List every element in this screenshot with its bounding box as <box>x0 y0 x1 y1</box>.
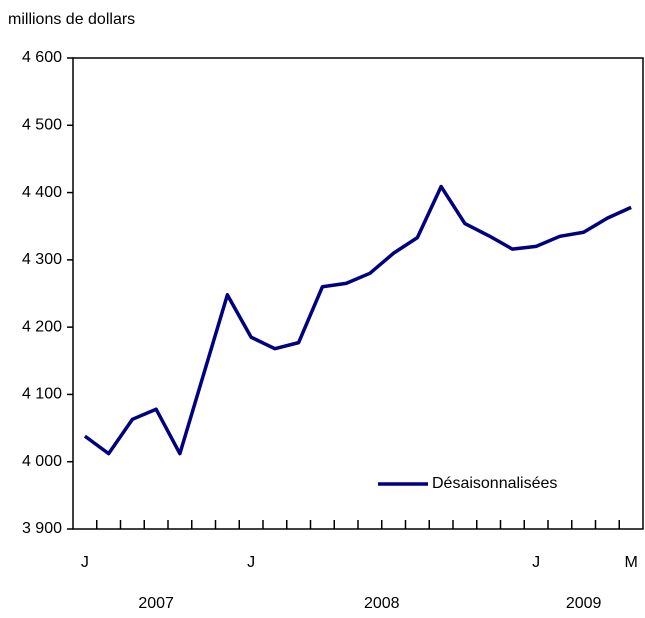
x-tick-label: J <box>247 554 255 571</box>
y-tick-label: 4 500 <box>22 117 62 134</box>
x-tick-label: M <box>624 554 637 571</box>
y-axis-label: millions de dollars <box>8 11 135 28</box>
y-tick-label: 4 400 <box>22 184 62 201</box>
plot-frame <box>72 57 644 530</box>
y-tick-label: 4 200 <box>22 318 62 335</box>
x-tick-label: J <box>81 554 89 571</box>
year-label: 2008 <box>364 595 400 612</box>
legend-label: Désaisonnalisées <box>432 475 557 492</box>
year-label: 2009 <box>566 595 602 612</box>
y-tick-label: 4 100 <box>22 386 62 403</box>
y-tick-label: 4 300 <box>22 251 62 268</box>
year-label: 2007 <box>138 595 174 612</box>
y-tick-label: 4 000 <box>22 453 62 470</box>
data-line <box>83 184 632 456</box>
x-tick-label: J <box>532 554 540 571</box>
y-tick-label: 4 600 <box>22 49 62 66</box>
y-tick-label: 3 900 <box>22 520 62 537</box>
